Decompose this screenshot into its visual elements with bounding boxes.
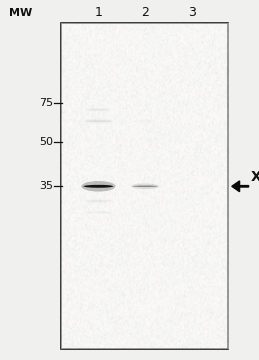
- Ellipse shape: [131, 183, 159, 189]
- Ellipse shape: [135, 121, 155, 122]
- Ellipse shape: [85, 200, 111, 202]
- Ellipse shape: [83, 119, 113, 123]
- Ellipse shape: [85, 121, 111, 122]
- Text: 75: 75: [39, 98, 53, 108]
- Bar: [61, 23, 228, 349]
- Ellipse shape: [87, 109, 110, 110]
- Text: 50: 50: [39, 137, 53, 147]
- Ellipse shape: [133, 185, 157, 187]
- Text: 1: 1: [95, 6, 102, 19]
- Ellipse shape: [83, 185, 113, 188]
- Text: 35: 35: [39, 181, 53, 191]
- Text: XPA: XPA: [251, 170, 259, 184]
- FancyArrow shape: [232, 181, 249, 192]
- Ellipse shape: [85, 212, 111, 213]
- Text: MW: MW: [9, 8, 32, 18]
- Text: 3: 3: [188, 6, 196, 19]
- Ellipse shape: [81, 181, 116, 192]
- Text: 2: 2: [141, 6, 149, 19]
